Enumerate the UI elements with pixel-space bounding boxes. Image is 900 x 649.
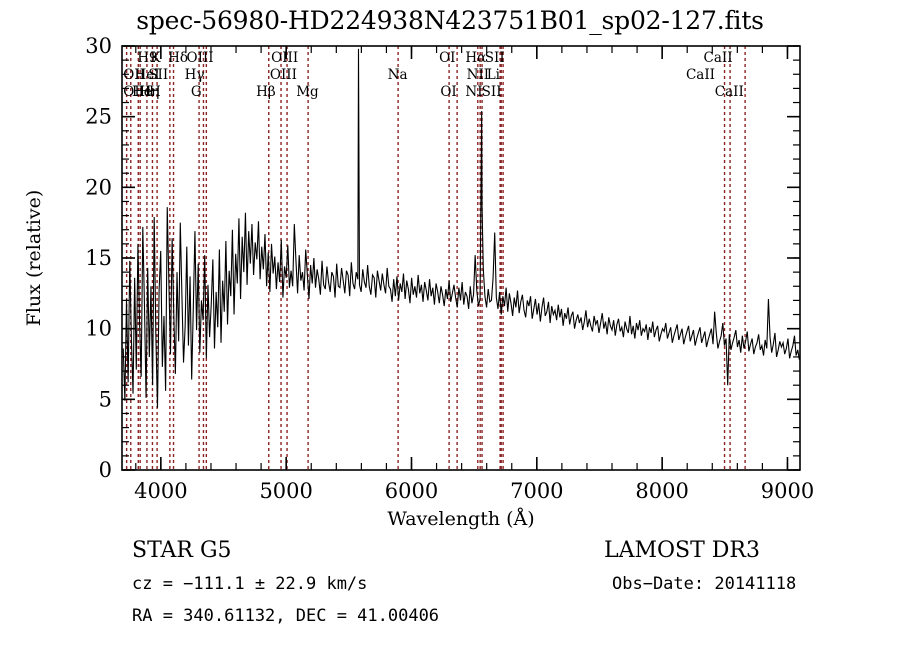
spectral-line-label: CaII <box>704 50 733 66</box>
spectral-line-label: OI <box>440 84 456 100</box>
x-tick-label: 7000 <box>510 479 563 503</box>
spectral-line-label: Hγ <box>185 67 205 83</box>
spectral-line-label: SII <box>148 67 168 83</box>
y-tick-label: 20 <box>85 175 112 199</box>
spectral-line-label: OIII <box>271 50 298 66</box>
spectral-line-label: Na <box>388 67 408 83</box>
spectral-line-label: OIII <box>123 84 150 100</box>
object-type-class: STAR G5 <box>132 538 232 563</box>
spectral-line-label: Mg <box>296 84 319 100</box>
y-tick-label: 15 <box>85 246 112 270</box>
spectral-line-label: Hα <box>465 50 486 66</box>
x-axis-title: Wavelength (Å) <box>387 508 534 530</box>
spectral-line-label: OI <box>439 50 455 66</box>
spectral-line-label: HeI <box>135 67 160 83</box>
spectral-line-label: OII <box>123 67 145 83</box>
coordinates: RA = 340.61132, DEC = 41.00406 <box>132 606 439 626</box>
x-tick-label: 8000 <box>635 479 688 503</box>
spectrum-trace <box>122 48 800 408</box>
spectral-line-label: SII <box>485 50 505 66</box>
y-tick-label: 0 <box>99 458 112 482</box>
plot-frame <box>121 45 801 471</box>
spectral-line-label: Li <box>487 67 501 83</box>
spectral-line-label: Hβ <box>256 84 276 100</box>
page-title: spec-56980-HD224938N423751B01_sp02-127.f… <box>136 6 764 35</box>
spectral-line-label: K <box>150 50 161 66</box>
y-tick-label: 30 <box>85 34 112 58</box>
redshift-velocity: cz = −111.1 ± 22.9 km/s <box>132 574 367 594</box>
spectral-line-label: SII <box>482 84 502 100</box>
x-tick-label: 4000 <box>134 479 187 503</box>
spectral-line-label: OIII <box>187 50 214 66</box>
y-tick-label: 5 <box>99 387 112 411</box>
x-tick-label: 5000 <box>259 479 312 503</box>
spectral-line-label: CaII <box>686 67 715 83</box>
y-tick-label: 25 <box>85 105 112 129</box>
spectral-line-label: Hη <box>140 84 160 100</box>
spectral-line-label: NI <box>465 84 482 100</box>
x-tick-label: 6000 <box>385 479 438 503</box>
x-tick-label: 9000 <box>761 479 814 503</box>
survey-name: LAMOST DR3 <box>604 538 760 563</box>
spectral-line-label: OIII <box>270 67 297 83</box>
spectral-line-label: Hδ <box>168 50 188 66</box>
observation-date: Obs−Date: 20141118 <box>612 574 796 594</box>
y-axis-title: Flux (relative) <box>23 190 45 327</box>
spectral-line-label: He <box>132 84 152 100</box>
spectral-line-label: H <box>149 84 161 100</box>
spectral-line-label: G <box>191 84 202 100</box>
y-tick-label: 10 <box>85 317 112 341</box>
spectral-line-label: NII <box>467 67 489 83</box>
spectral-line-label: H9 <box>137 50 157 66</box>
spectral-line-label: CaII <box>715 84 744 100</box>
